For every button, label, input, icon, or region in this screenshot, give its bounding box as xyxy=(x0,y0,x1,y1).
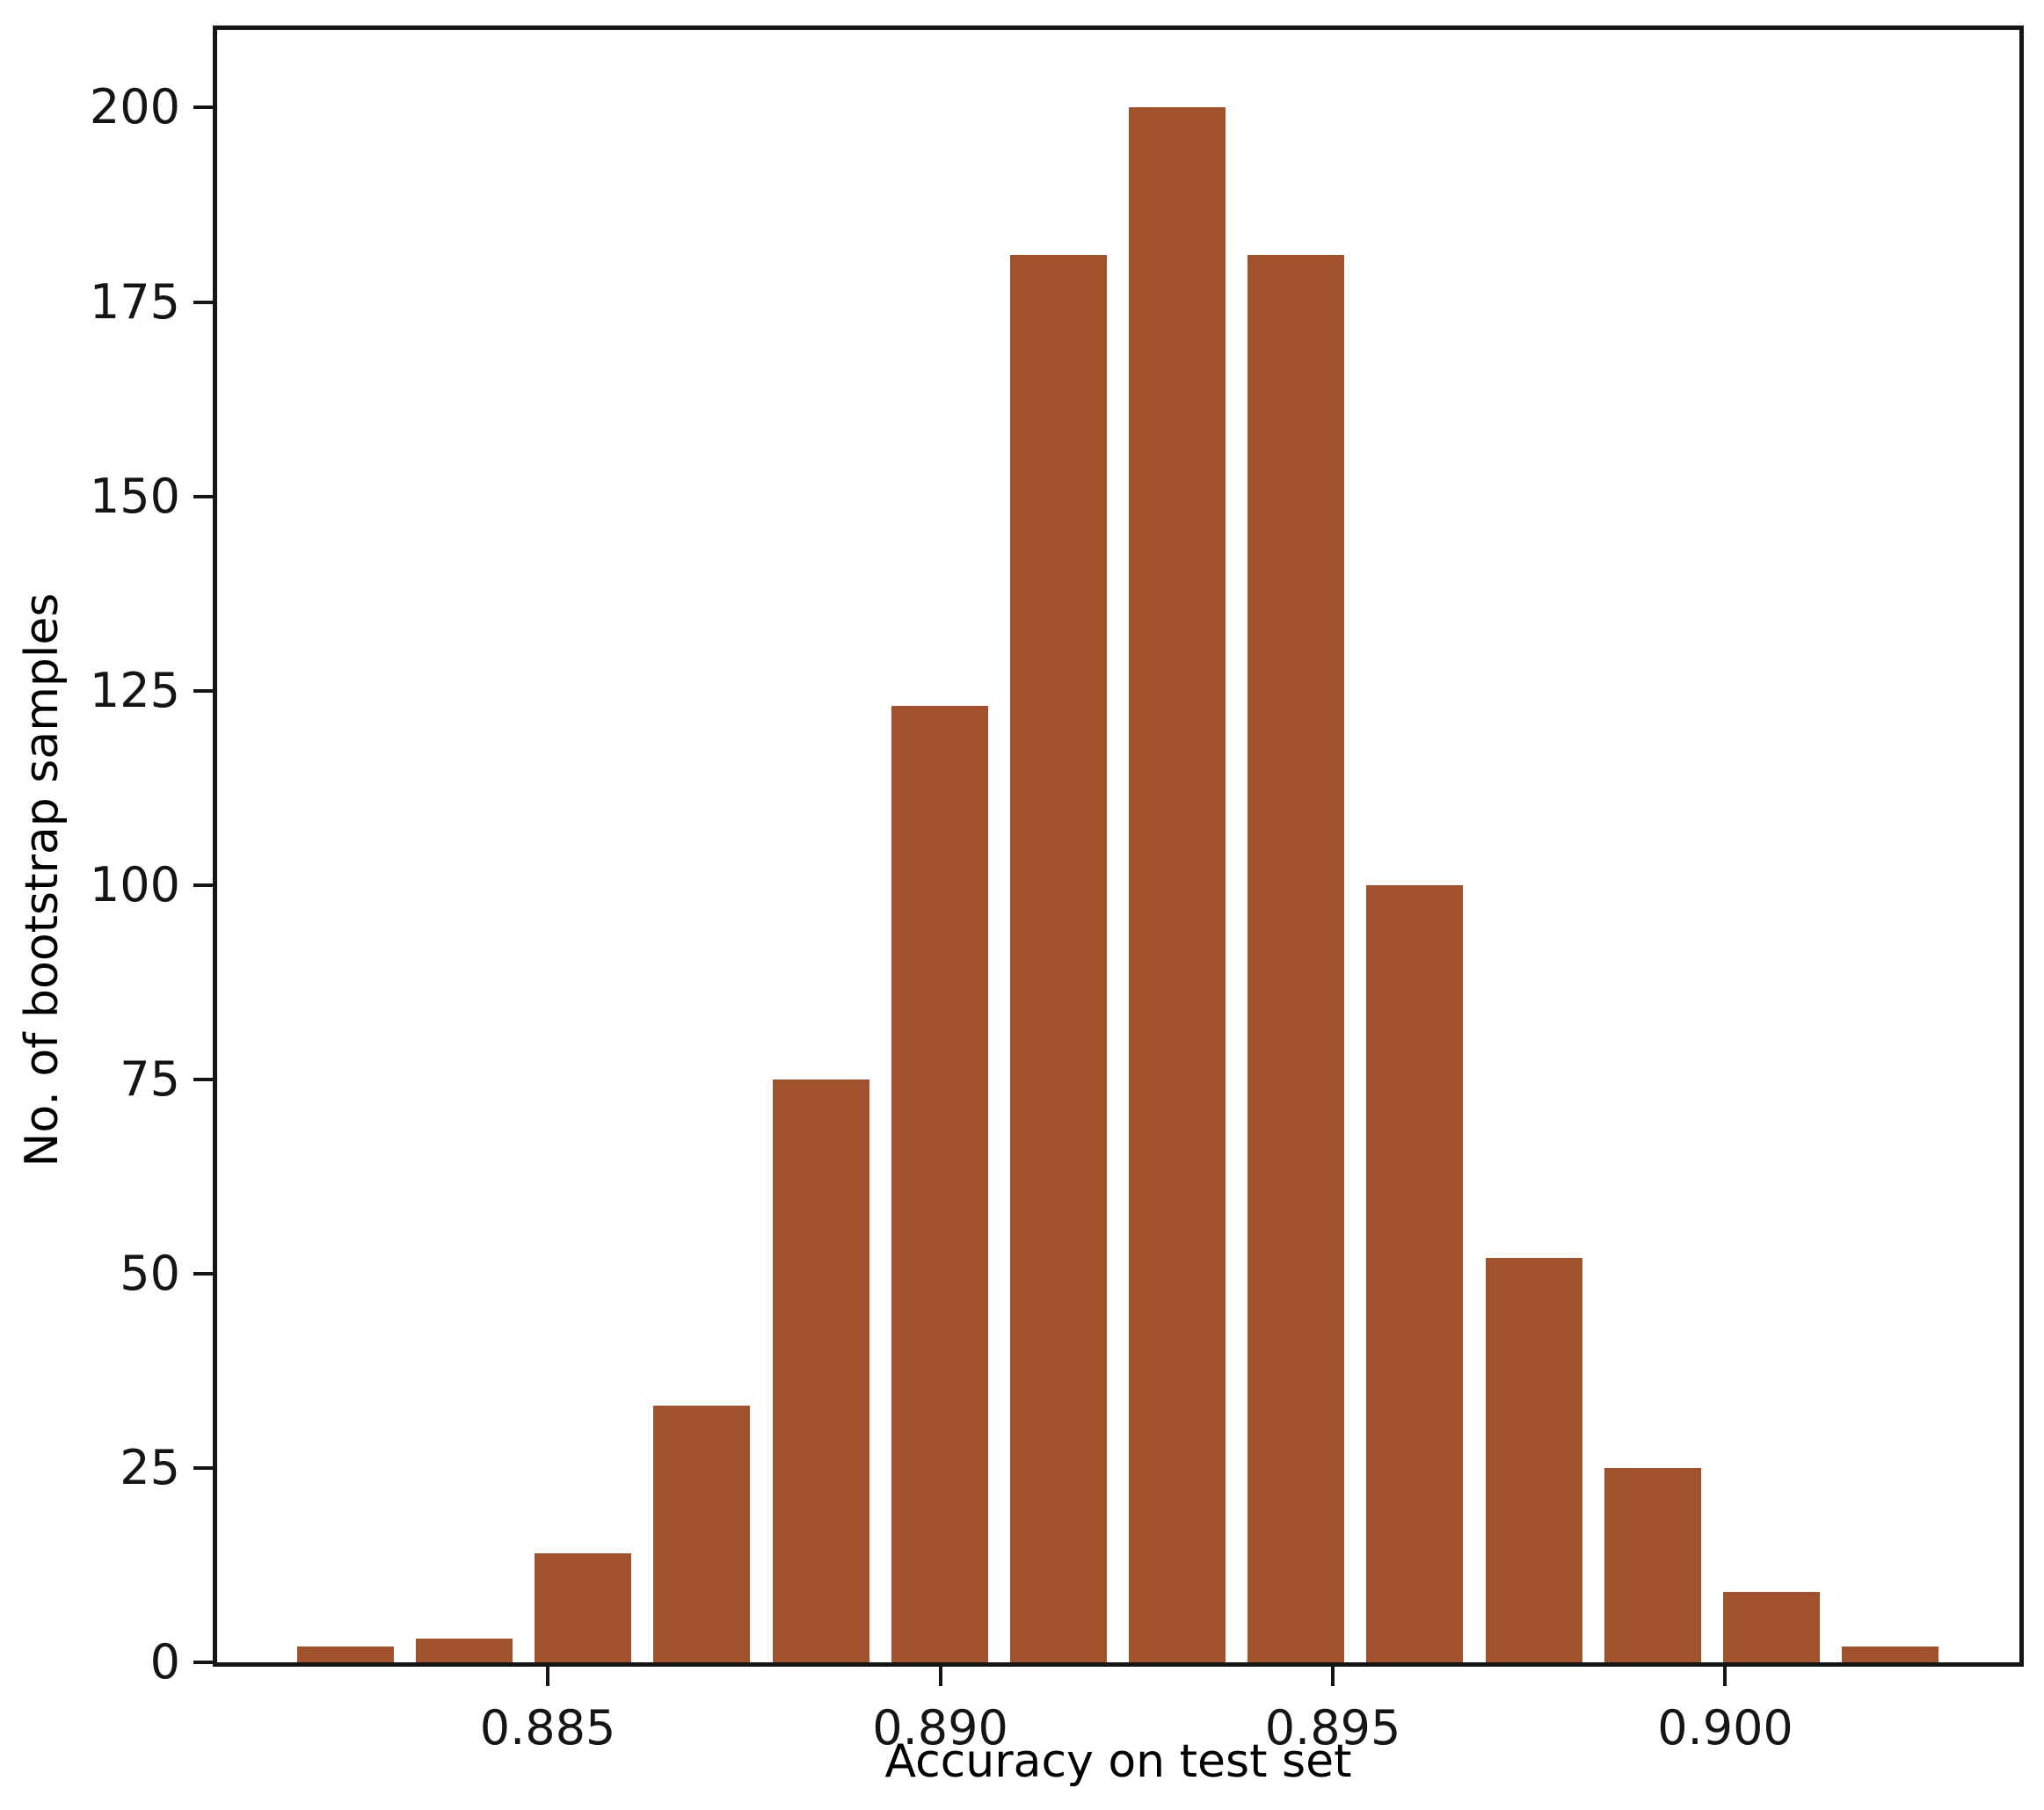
y-tick-mark xyxy=(193,1465,213,1470)
y-tick-label: 200 xyxy=(89,79,180,135)
histogram-bar xyxy=(772,1079,869,1662)
y-tick-mark xyxy=(193,883,213,887)
histogram-bar xyxy=(1722,1592,1820,1662)
histogram-bar xyxy=(1485,1258,1582,1662)
histogram-bar xyxy=(1247,255,1345,1662)
y-tick-mark xyxy=(193,1271,213,1276)
histogram-bar xyxy=(416,1639,513,1662)
x-tick-mark xyxy=(546,1667,550,1686)
x-tick-mark xyxy=(1331,1667,1335,1686)
y-tick-label: 75 xyxy=(120,1050,180,1107)
y-tick-label: 100 xyxy=(89,856,180,912)
histogram-bar xyxy=(891,706,988,1662)
histogram-bar xyxy=(1366,884,1464,1662)
histogram-bar xyxy=(1842,1646,1939,1662)
x-tick-label: 0.900 xyxy=(1657,1700,1793,1755)
x-tick-mark xyxy=(1723,1667,1728,1686)
y-tick-mark xyxy=(193,688,213,693)
x-axis-label: Accuracy on test set xyxy=(884,1735,1352,1788)
histogram-bar xyxy=(296,1646,394,1662)
y-tick-mark xyxy=(193,105,213,110)
x-tick-label: 0.895 xyxy=(1264,1700,1401,1755)
x-tick-label: 0.890 xyxy=(872,1700,1008,1755)
y-tick-mark xyxy=(193,1077,213,1081)
histogram-bar xyxy=(653,1406,751,1662)
y-tick-label: 50 xyxy=(120,1245,180,1301)
y-tick-label: 125 xyxy=(89,662,180,718)
y-tick-label: 175 xyxy=(89,273,180,330)
y-tick-mark xyxy=(193,494,213,498)
y-tick-label: 0 xyxy=(149,1634,180,1690)
plot-area: 0.885 0.890 0.895 0.900 0 25 50 75 100 125 150 175… xyxy=(90,25,2024,1752)
x-tick-label: 0.885 xyxy=(479,1700,616,1755)
histogram-bar xyxy=(1129,107,1226,1662)
histogram-bar xyxy=(1604,1467,1701,1662)
x-tick-mark xyxy=(938,1667,942,1686)
y-tick-mark xyxy=(193,300,213,304)
histogram-bar xyxy=(1009,255,1107,1662)
y-tick-label: 150 xyxy=(89,468,180,524)
y-tick-mark xyxy=(193,1661,213,1664)
histogram-bar xyxy=(535,1553,632,1662)
y-tick-label: 25 xyxy=(120,1439,180,1495)
